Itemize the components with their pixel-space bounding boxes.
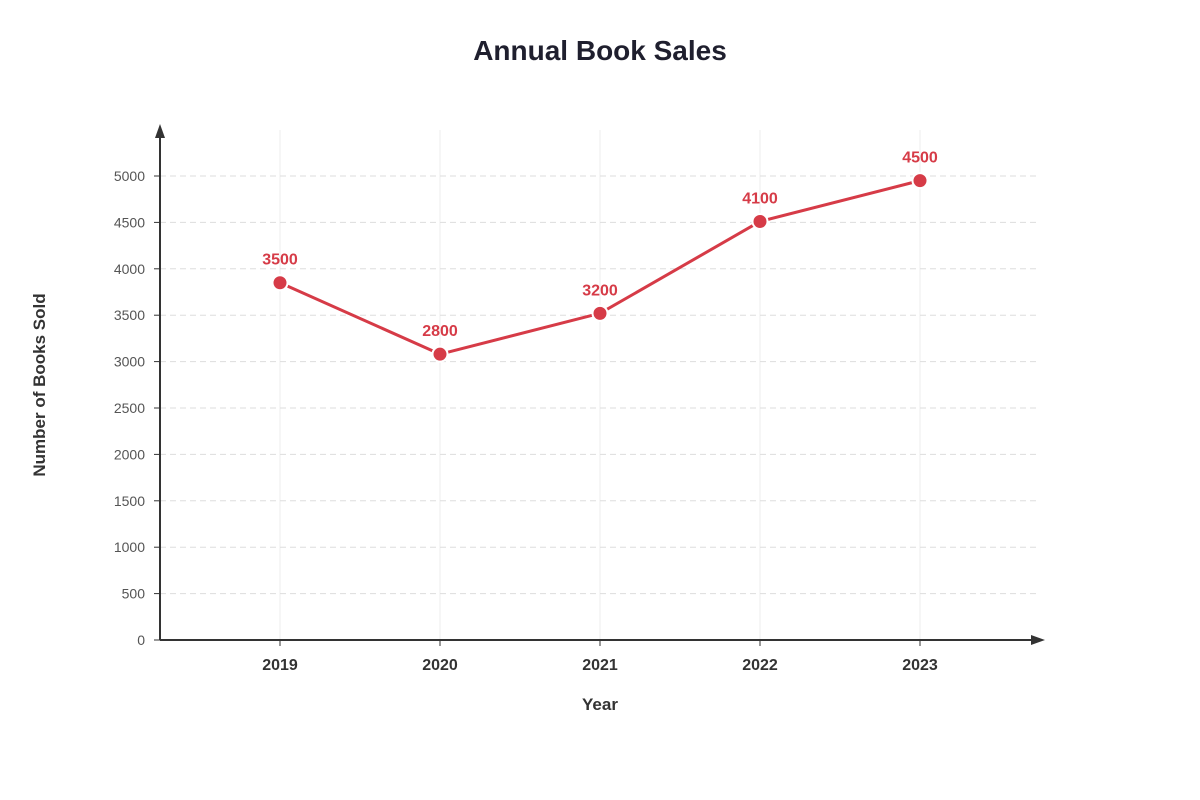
x-tick-label: 2019 [262, 657, 298, 674]
data-label: 3200 [582, 282, 618, 299]
x-axis-arrow [1031, 635, 1045, 645]
y-tick-label: 3500 [114, 307, 145, 323]
y-tick-label: 500 [122, 586, 146, 602]
y-tick-label: 1500 [114, 493, 145, 509]
data-label: 2800 [422, 323, 458, 340]
y-tick-label: 4000 [114, 261, 145, 277]
data-label: 4100 [742, 190, 778, 207]
grid [160, 130, 1036, 640]
y-tick-label: 3000 [114, 354, 145, 370]
data-point [271, 274, 289, 292]
axes [155, 124, 1045, 645]
y-axis-title: Number of Books Sold [30, 293, 49, 476]
series-layer: 3500 2800 3200 4100 4500 [262, 150, 938, 363]
x-tick-label: 2021 [582, 657, 618, 674]
x-ticks: 2019 2020 2021 2022 2023 [262, 640, 938, 674]
x-tick-label: 2020 [422, 657, 458, 674]
data-label: 4500 [902, 150, 938, 167]
y-tick-label: 0 [137, 632, 145, 648]
y-tick-label: 4500 [114, 214, 145, 230]
chart-title: Annual Book Sales [473, 35, 727, 66]
data-point [751, 212, 769, 230]
x-tick-label: 2023 [902, 657, 938, 674]
x-tick-label: 2022 [742, 657, 778, 674]
y-axis-arrow [155, 124, 165, 138]
y-tick-label: 1000 [114, 539, 145, 555]
data-point [431, 345, 449, 363]
y-ticks: 0 500 1000 1500 2000 2500 3000 3500 4000 4500 5000 [114, 168, 160, 648]
y-tick-label: 5000 [114, 168, 145, 184]
data-point [911, 172, 929, 190]
x-axis-title: Year [582, 695, 618, 714]
data-label: 3500 [262, 252, 298, 269]
y-tick-label: 2500 [114, 400, 145, 416]
y-tick-label: 2000 [114, 446, 145, 462]
data-point [591, 304, 609, 322]
